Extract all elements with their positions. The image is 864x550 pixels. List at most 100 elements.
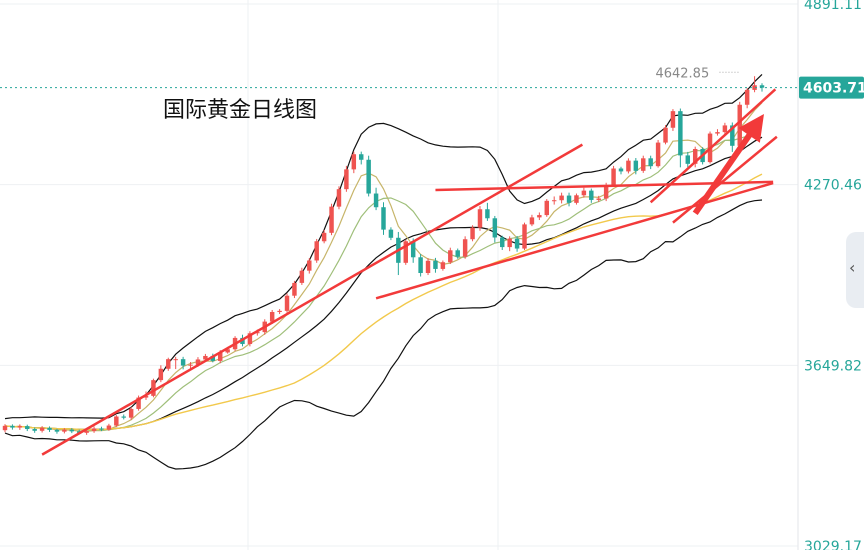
candle xyxy=(500,235,505,251)
candle-body xyxy=(603,185,609,199)
candle-body xyxy=(17,426,23,428)
candle-body xyxy=(136,397,141,409)
candle xyxy=(462,236,468,259)
candle-body xyxy=(166,359,171,369)
trendlines xyxy=(41,88,778,456)
candle-body xyxy=(448,250,453,263)
y-tick-label: 4270.46 xyxy=(804,178,862,194)
trendline-short xyxy=(672,135,778,224)
candle-body xyxy=(611,168,616,186)
candle-body xyxy=(99,428,104,430)
candle-body xyxy=(529,217,535,225)
candle-body xyxy=(366,159,371,194)
candle xyxy=(359,151,364,165)
candle-body xyxy=(522,224,527,249)
candle xyxy=(641,155,646,173)
candle xyxy=(180,356,186,370)
candle xyxy=(611,165,616,187)
band-upper xyxy=(4,73,763,420)
candle-body xyxy=(106,425,112,430)
candle xyxy=(574,193,579,205)
candle-body xyxy=(641,158,646,171)
candle-body xyxy=(158,368,164,381)
candle xyxy=(633,158,639,175)
candle-body xyxy=(581,190,587,196)
chevron-left-icon: ‹ xyxy=(849,258,856,277)
trend-arrow-shaft xyxy=(692,120,761,216)
candle xyxy=(381,202,386,235)
candle-body xyxy=(589,190,594,200)
candle-body xyxy=(544,200,550,216)
candle xyxy=(91,426,97,433)
candle-body xyxy=(336,189,342,207)
candle xyxy=(329,203,334,236)
side-panel-toggle[interactable]: ‹ xyxy=(846,232,864,308)
candle-body xyxy=(618,168,624,172)
candle-body xyxy=(284,295,290,311)
candle-body xyxy=(277,310,282,313)
candle xyxy=(529,214,535,227)
candle-body xyxy=(10,425,15,428)
candle-body xyxy=(759,85,765,88)
candle xyxy=(648,155,653,170)
candle-body xyxy=(692,148,698,164)
candle xyxy=(492,215,498,243)
candle-body xyxy=(730,125,735,146)
candle-body xyxy=(663,127,668,143)
candle xyxy=(581,187,587,198)
candle-body xyxy=(744,89,750,105)
candle-body xyxy=(381,207,386,230)
candle-body xyxy=(715,132,720,134)
candle-body xyxy=(299,270,305,283)
candle xyxy=(158,365,164,383)
candle xyxy=(559,192,564,204)
candle-body xyxy=(351,154,357,170)
candle xyxy=(685,151,691,168)
current-price-line: 4642.85 xyxy=(0,66,798,89)
current-price-label: 4603.71 xyxy=(803,81,864,97)
candle-body xyxy=(62,429,67,432)
candle-body xyxy=(492,218,498,238)
candle xyxy=(737,101,742,149)
candle-body xyxy=(455,250,460,257)
candle xyxy=(507,236,512,252)
candle-body xyxy=(151,380,156,396)
price-axis: 4891.11 4270.46 3649.82 3029.17 4603.71 xyxy=(799,0,864,550)
candle xyxy=(47,426,52,432)
candle xyxy=(32,427,37,433)
candle xyxy=(373,187,379,211)
high-marker-label: 4642.85 xyxy=(655,66,709,81)
candle xyxy=(344,165,349,192)
candle xyxy=(752,76,757,93)
candle xyxy=(62,428,67,434)
candle-body xyxy=(678,111,683,156)
candle-body xyxy=(470,227,475,240)
candle xyxy=(173,356,178,370)
candle-body xyxy=(91,428,97,432)
candle-body xyxy=(551,200,557,202)
y-tick-label: 3029.17 xyxy=(804,539,862,550)
candle-body xyxy=(344,169,349,190)
candle xyxy=(522,222,527,251)
candle-body xyxy=(425,260,431,274)
band-lower xyxy=(4,199,763,470)
candle-body xyxy=(292,282,297,296)
trend-arrow-head xyxy=(738,113,764,143)
ma-slow xyxy=(4,173,763,431)
candle-body xyxy=(247,333,253,345)
candle-body xyxy=(188,364,193,366)
candle xyxy=(10,424,15,430)
candle xyxy=(537,212,542,221)
candle xyxy=(596,195,601,202)
candle xyxy=(307,258,312,274)
y-tick-label: 3649.82 xyxy=(804,358,862,374)
candle-body xyxy=(217,352,223,361)
candle xyxy=(618,166,624,175)
band-middle xyxy=(4,136,763,431)
candle xyxy=(292,280,297,299)
candle xyxy=(396,231,401,276)
candle-body xyxy=(433,260,438,269)
candle xyxy=(403,239,408,265)
candle xyxy=(448,247,453,264)
